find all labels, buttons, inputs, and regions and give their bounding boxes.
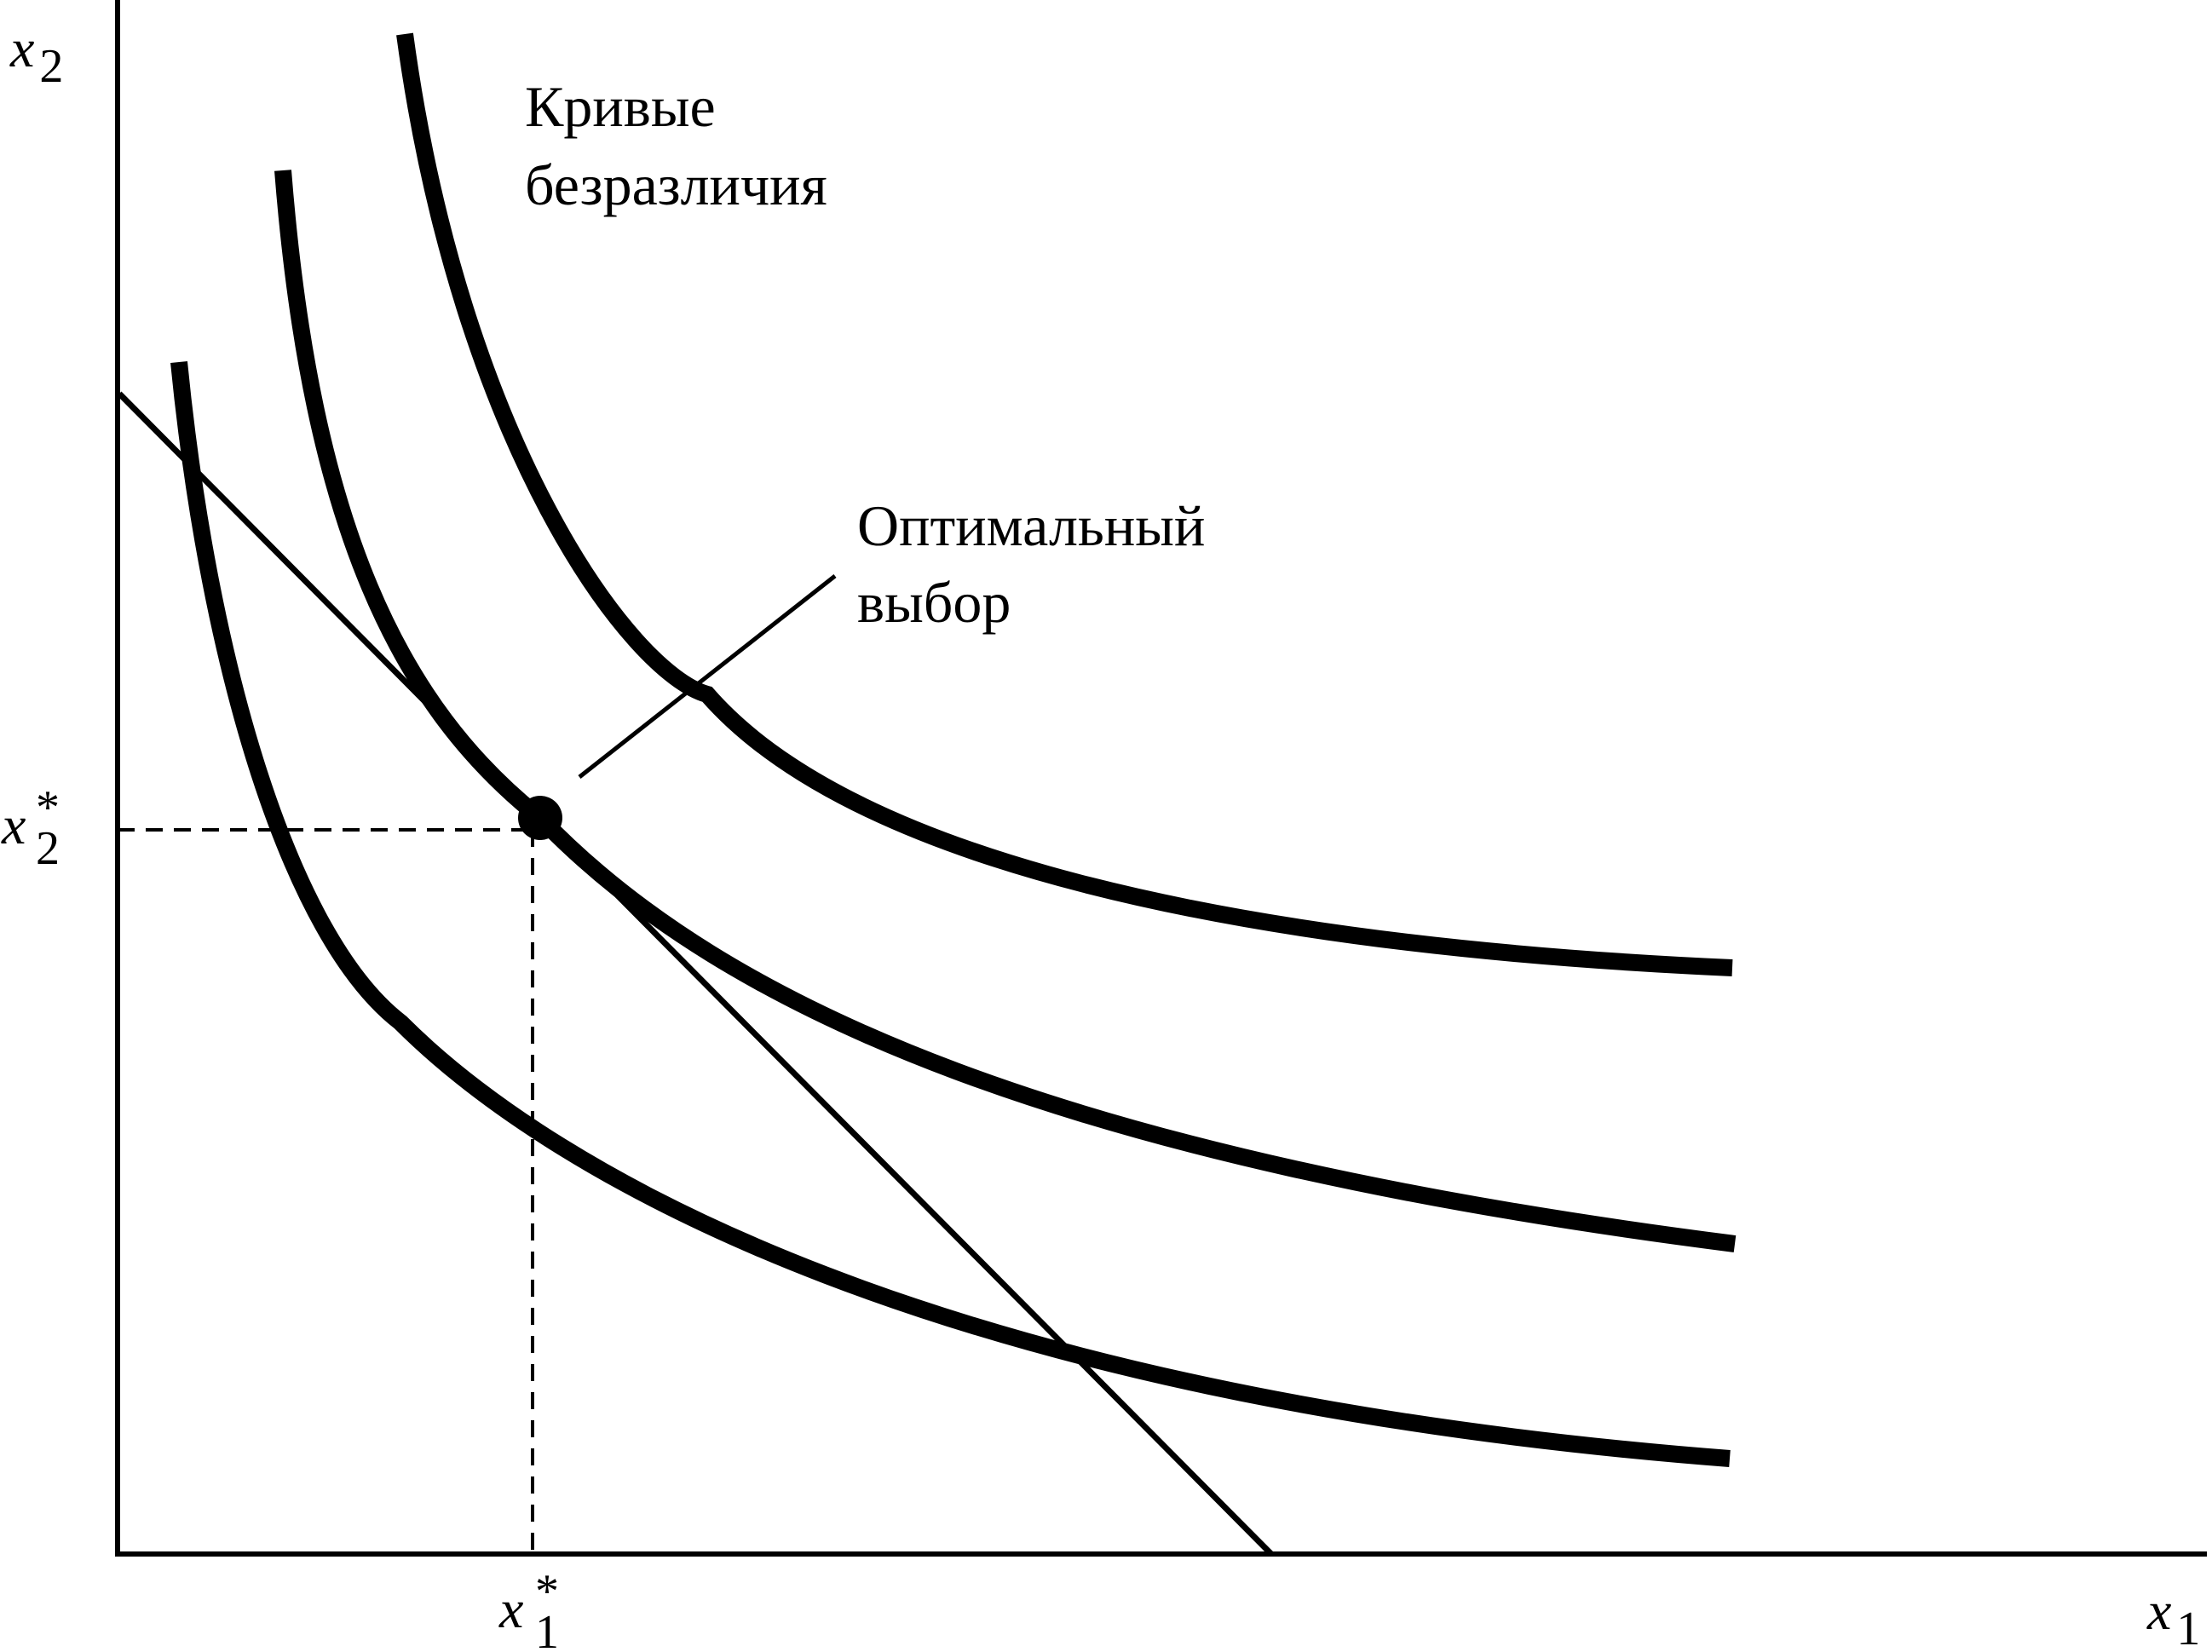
svg-text:x: x (1, 795, 26, 855)
y-star-label: x * 2 (1, 781, 60, 875)
svg-text:x: x (498, 1579, 523, 1639)
optimum-pointer (578, 574, 837, 779)
x-star-label: x * 1 (498, 1565, 559, 1652)
optimum-point (518, 796, 562, 840)
curves-label-line-2: безразличия (525, 153, 827, 217)
optimum-label-line-1: Оптимальный (857, 493, 1205, 558)
optimum-label-line-2: выбор (857, 570, 1011, 635)
budget-line (117, 391, 1274, 1557)
indifference-curve-3 (396, 32, 1733, 976)
curves-label-line-1: Кривые (525, 74, 716, 139)
indifference-curve-2 (274, 170, 1737, 1252)
svg-text:2: 2 (36, 822, 60, 875)
indifference-curve-1 (170, 361, 1731, 1467)
svg-text:*: * (36, 781, 60, 834)
svg-text:1: 1 (535, 1606, 559, 1652)
svg-text:*: * (535, 1565, 559, 1618)
